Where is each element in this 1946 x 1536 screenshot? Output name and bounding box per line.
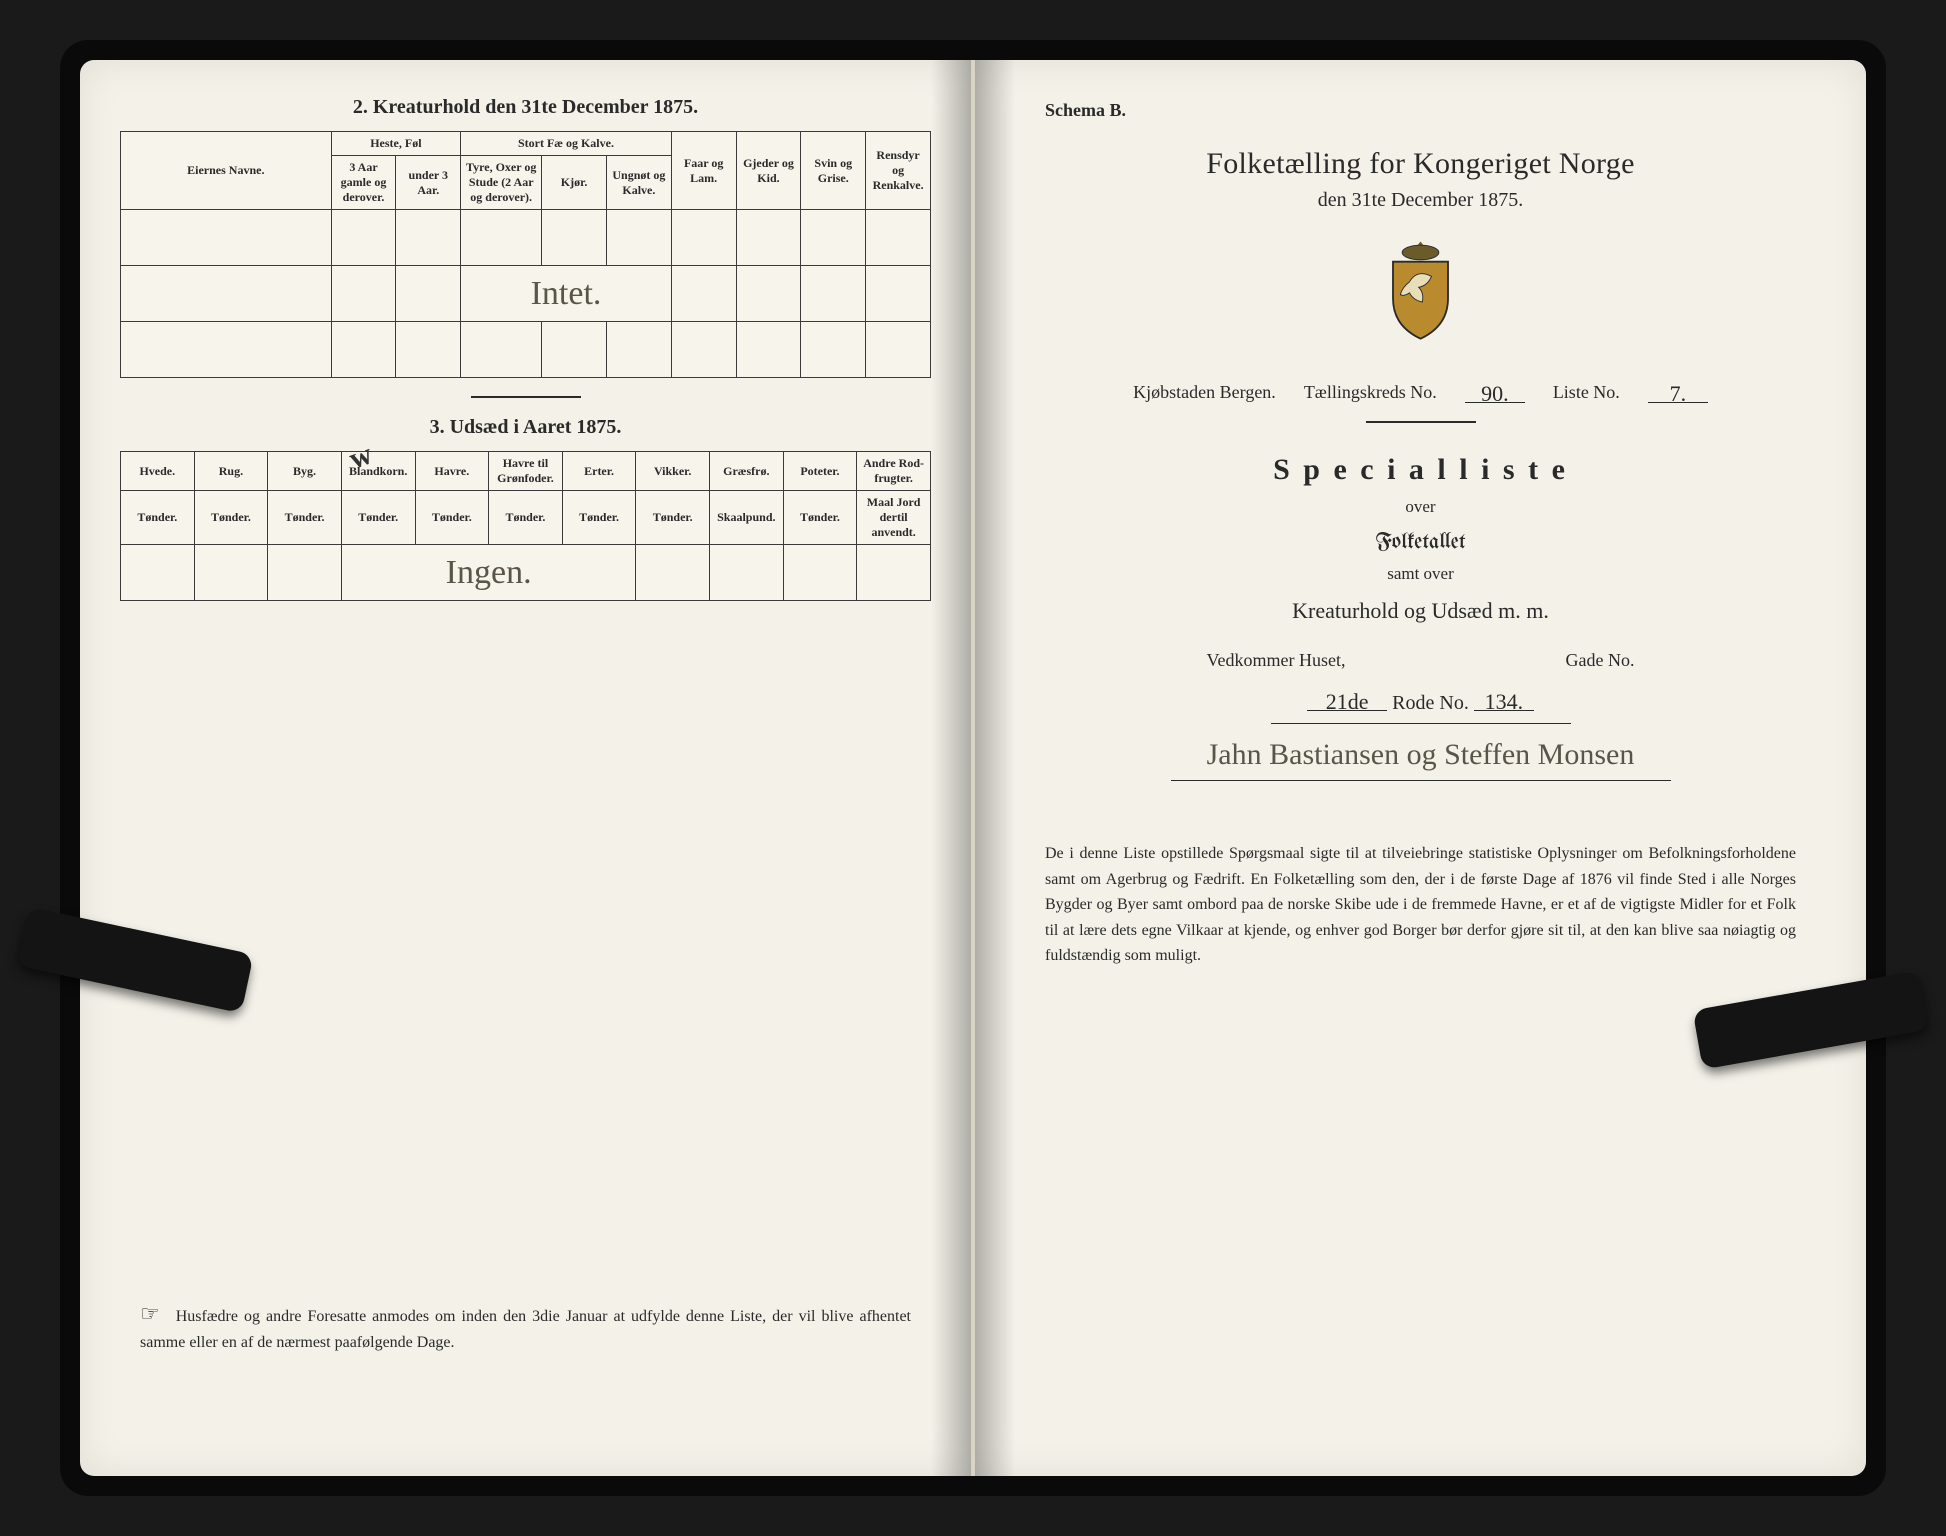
handwritten-intet: Intet. (531, 275, 602, 312)
sub-tyre: Tyre, Oxer og Stude (2 Aar og derover). (461, 156, 542, 210)
col-rodfrugter: Andre Rod-frugter. (857, 452, 931, 491)
udsaed-table: Hvede. Rug. Byg. Blandkorn. Havre. Havre… (120, 451, 931, 601)
unit: Skaalpund. (710, 491, 784, 545)
col-svin: Svin og Grise. (801, 132, 866, 210)
specialliste-title: S p e c i a l l i s t e (1015, 453, 1826, 487)
samt-over-label: samt over (1015, 564, 1826, 584)
unit: Tønder. (341, 491, 415, 545)
col-graesfro: Græsfrø. (710, 452, 784, 491)
col-vikker: Vikker. (636, 452, 710, 491)
census-subtitle: den 31te December 1875. (1015, 189, 1826, 212)
col-rug: Rug. (194, 452, 268, 491)
city-label: Kjøbstaden Bergen. (1133, 382, 1276, 403)
coat-of-arms-icon (1373, 236, 1468, 346)
col-faar: Faar og Lam. (671, 132, 736, 210)
col-byg: Byg. (268, 452, 342, 491)
sub-ungnot: Ungnøt og Kalve. (606, 156, 671, 210)
right-page: Schema B. Folketælling for Kongeriget No… (973, 60, 1866, 1476)
table-row (121, 322, 931, 378)
section3-title: 3. Udsæd i Aaret 1875. (120, 416, 931, 439)
unit: Tønder. (636, 491, 710, 545)
section2-title: 2. Kreaturhold den 31te December 1875. (120, 96, 931, 119)
rode-row: 21de Rode No. 134. (1015, 689, 1826, 715)
pointing-hand-icon: ☞ (140, 1297, 160, 1331)
table-units-row: Tønder. Tønder. Tønder. Tønder. Tønder. … (121, 491, 931, 545)
footnote-text: Husfædre og andre Foresatte anmodes om i… (140, 1308, 911, 1351)
unit: Tønder. (194, 491, 268, 545)
kreatur-label: Kreaturhold og Udsæd m. m. (1015, 598, 1826, 624)
signature-text: Jahn Bastiansen og Steffen Monsen (1207, 738, 1635, 771)
open-book: 2. Kreaturhold den 31te December 1875. E… (60, 40, 1886, 1496)
vedkommer-label: Vedkommer Huset, (1207, 650, 1346, 671)
instruction-paragraph: De i denne Liste opstillede Spørgsmaal s… (1015, 841, 1826, 969)
underline (1271, 723, 1571, 724)
gade-label: Gade No. (1566, 650, 1635, 671)
table-row: Ingen. (121, 545, 931, 601)
folketallet-label: Folketallet (1015, 531, 1826, 554)
col-havre-gron: Havre til Grønfoder. (489, 452, 563, 491)
sub-kjor: Kjør. (542, 156, 607, 210)
col-poteter: Poteter. (783, 452, 857, 491)
kreds-value: 90. (1465, 381, 1525, 403)
underline (1171, 780, 1671, 781)
kreds-label: Tællingskreds No. (1304, 382, 1437, 403)
schema-label: Schema B. (1045, 100, 1826, 121)
liste-label: Liste No. (1553, 382, 1620, 403)
unit: Tønder. (121, 491, 195, 545)
table-header-row: Hvede. Rug. Byg. Blandkorn. Havre. Havre… (121, 452, 931, 491)
unit: Tønder. (489, 491, 563, 545)
left-page: 2. Kreaturhold den 31te December 1875. E… (80, 60, 973, 1476)
divider (471, 396, 581, 398)
handwritten-ingen: Ingen. (446, 554, 532, 591)
col-heste: Heste, Føl (331, 132, 461, 156)
col-rensdyr: Rensdyr og Renkalve. (866, 132, 931, 210)
unit: Tønder. (268, 491, 342, 545)
rode-label: Rode No. (1392, 692, 1469, 714)
rode-prefix-hand: 21de (1307, 689, 1387, 711)
liste-value: 7. (1648, 381, 1708, 403)
table-row (121, 210, 931, 266)
unit: Tønder. (783, 491, 857, 545)
col-hvede: Hvede. (121, 452, 195, 491)
col-erter: Erter. (562, 452, 636, 491)
gade-row: Vedkommer Huset, Gade No. (1015, 650, 1826, 671)
footnote-block: ☞ Husfædre og andre Foresatte anmodes om… (140, 1297, 911, 1356)
divider (1366, 421, 1476, 423)
over-label: over (1015, 497, 1826, 517)
col-stortfae: Stort Fæ og Kalve. (461, 132, 672, 156)
unit: Tønder. (415, 491, 489, 545)
rode-value: 134. (1474, 689, 1534, 711)
col-eiernes: Eiernes Navne. (121, 132, 332, 210)
unit: Tønder. (562, 491, 636, 545)
col-gjeder: Gjeder og Kid. (736, 132, 801, 210)
sub-3aar: 3 Aar gamle og derover. (331, 156, 396, 210)
binder-clip-right (1693, 970, 1930, 1069)
census-title: Folketælling for Kongeriget Norge (1015, 147, 1826, 181)
signature-line: Jahn Bastiansen og Steffen Monsen (1015, 738, 1826, 781)
table-row: Intet. (121, 266, 931, 322)
table-header-row: Eiernes Navne. Heste, Føl Stort Fæ og Ka… (121, 132, 931, 156)
sub-under3: under 3 Aar. (396, 156, 461, 210)
col-havre: Havre. (415, 452, 489, 491)
binder-clip-left (16, 907, 253, 1014)
unit: Maal Jord dertil anvendt. (857, 491, 931, 545)
location-line: Kjøbstaden Bergen. Tællingskreds No. 90.… (1015, 381, 1826, 403)
kreaturhold-table: Eiernes Navne. Heste, Føl Stort Fæ og Ka… (120, 131, 931, 378)
